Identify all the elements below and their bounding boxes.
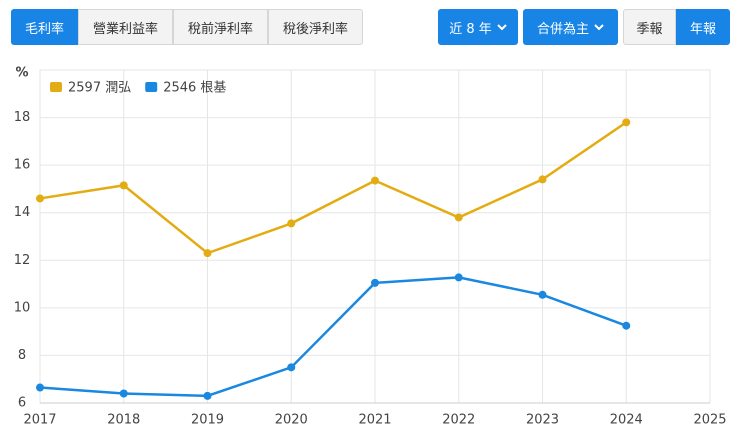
legend-swatch (145, 82, 158, 92)
data-point (538, 175, 547, 184)
data-point (454, 213, 463, 222)
y-tick-label: 6 (18, 396, 26, 411)
period-button[interactable]: 年報 (676, 9, 730, 45)
range-text: 近 8 年 (449, 21, 492, 37)
data-point (119, 181, 128, 190)
legend-label: 2597 潤弘 (68, 81, 131, 96)
y-tick-label: 8 (18, 348, 26, 363)
x-tick-label: 2023 (526, 413, 559, 428)
chevron (594, 24, 604, 31)
data-point (454, 273, 463, 282)
data-point (287, 363, 296, 372)
data-point (622, 321, 631, 330)
data-point (371, 278, 379, 287)
tab[interactable]: 營業利益率 (78, 9, 173, 45)
y-tick-label: 12 (14, 253, 31, 268)
tab[interactable]: 稅後淨利率 (268, 9, 363, 45)
x-tick-label: 2022 (442, 413, 475, 428)
y-tick-label: 10 (14, 300, 31, 315)
x-tick-label: 2019 (191, 413, 224, 428)
data-point (371, 176, 379, 185)
data-point (622, 118, 631, 127)
consolidation-text: 合併為主 (536, 21, 589, 37)
data-point (203, 391, 212, 400)
series-line (39, 276, 627, 398)
data-point (36, 194, 44, 203)
legend-swatch (50, 82, 62, 92)
data-point (36, 383, 44, 392)
data-point (119, 389, 128, 398)
y-tick-label: 18 (14, 110, 31, 125)
x-tick-label: 2024 (610, 413, 643, 428)
data-point (203, 249, 212, 258)
x-tick-label: 2021 (358, 413, 391, 428)
range-dropdown[interactable]: 近 8 年 (438, 9, 518, 45)
y-axis-label: % (15, 66, 28, 81)
y-tick-label: 16 (14, 158, 31, 173)
series-line (39, 121, 627, 255)
chevron (497, 24, 507, 31)
x-tick-label: 2020 (275, 413, 308, 428)
data-point (538, 290, 547, 299)
period-button[interactable]: 季報 (623, 9, 676, 45)
legend-label: 2546 根基 (163, 81, 226, 96)
y-tick-label: 14 (14, 205, 31, 220)
tab[interactable]: 稅前淨利率 (173, 9, 268, 45)
x-tick-label: 2025 (693, 413, 726, 428)
data-point (287, 219, 296, 228)
x-tick-label: 2017 (23, 413, 56, 428)
x-tick-label: 2018 (107, 413, 140, 428)
tab[interactable]: 毛利率 (11, 9, 78, 45)
consolidation-dropdown[interactable]: 合併為主 (523, 9, 618, 45)
